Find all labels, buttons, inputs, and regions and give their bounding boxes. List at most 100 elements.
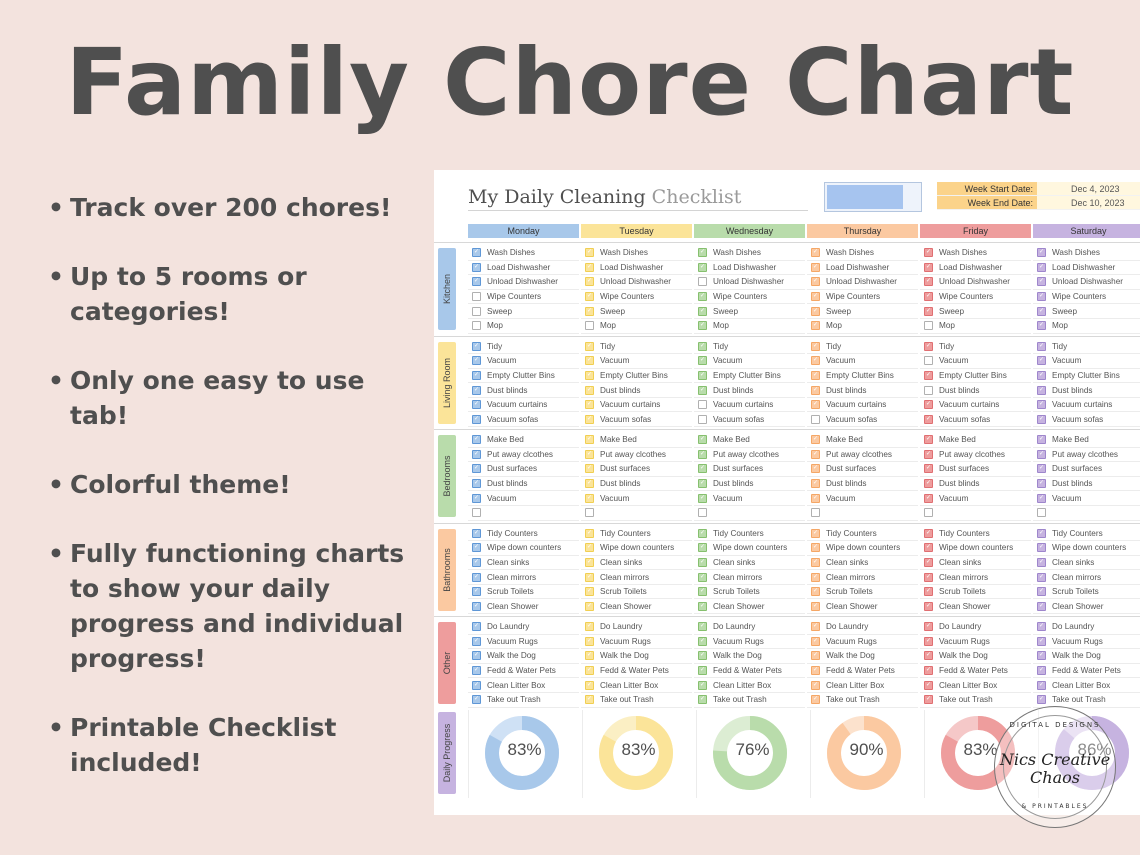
- chore-checkbox[interactable]: ✓: [811, 321, 820, 331]
- chore-checkbox[interactable]: [472, 321, 481, 331]
- chore-checkbox[interactable]: ✓: [585, 528, 594, 538]
- chore-checkbox[interactable]: ✓: [811, 370, 820, 380]
- chore-checkbox[interactable]: ✓: [811, 292, 820, 302]
- chore-checkbox[interactable]: ✓: [472, 695, 481, 705]
- chore-checkbox[interactable]: ✓: [585, 557, 594, 567]
- chore-checkbox[interactable]: ✓: [698, 587, 707, 597]
- chore-checkbox[interactable]: [698, 400, 707, 410]
- chore-checkbox[interactable]: ✓: [1037, 572, 1046, 582]
- chore-checkbox[interactable]: ✓: [924, 695, 933, 705]
- chore-checkbox[interactable]: [472, 306, 481, 316]
- chore-checkbox[interactable]: ✓: [472, 572, 481, 582]
- chore-checkbox[interactable]: ✓: [811, 622, 820, 632]
- chore-checkbox[interactable]: ✓: [1037, 493, 1046, 503]
- chore-checkbox[interactable]: [585, 508, 594, 518]
- chore-checkbox[interactable]: ✓: [924, 528, 933, 538]
- chore-checkbox[interactable]: [472, 508, 481, 518]
- chore-checkbox[interactable]: ✓: [1037, 385, 1046, 395]
- chore-checkbox[interactable]: ✓: [698, 557, 707, 567]
- chore-checkbox[interactable]: ✓: [1037, 528, 1046, 538]
- chore-checkbox[interactable]: ✓: [811, 587, 820, 597]
- chore-checkbox[interactable]: ✓: [585, 248, 594, 258]
- chore-checkbox[interactable]: ✓: [811, 306, 820, 316]
- chore-checkbox[interactable]: ✓: [924, 292, 933, 302]
- chore-checkbox[interactable]: ✓: [1037, 557, 1046, 567]
- chore-checkbox[interactable]: ✓: [585, 341, 594, 351]
- chore-checkbox[interactable]: ✓: [924, 572, 933, 582]
- chore-checkbox[interactable]: ✓: [698, 572, 707, 582]
- chore-checkbox[interactable]: ✓: [698, 479, 707, 489]
- chore-checkbox[interactable]: ✓: [924, 449, 933, 459]
- chore-checkbox[interactable]: ✓: [924, 341, 933, 351]
- chore-checkbox[interactable]: ✓: [811, 636, 820, 646]
- chore-checkbox[interactable]: ✓: [472, 493, 481, 503]
- chore-checkbox[interactable]: ✓: [472, 248, 481, 258]
- chore-checkbox[interactable]: ✓: [924, 400, 933, 410]
- chore-checkbox[interactable]: ✓: [698, 321, 707, 331]
- chore-checkbox[interactable]: ✓: [811, 695, 820, 705]
- chore-checkbox[interactable]: ✓: [585, 370, 594, 380]
- chore-checkbox[interactable]: ✓: [698, 601, 707, 611]
- chore-checkbox[interactable]: ✓: [472, 543, 481, 553]
- chore-checkbox[interactable]: ✓: [1037, 680, 1046, 690]
- chore-checkbox[interactable]: ✓: [1037, 341, 1046, 351]
- chore-checkbox[interactable]: ✓: [1037, 695, 1046, 705]
- chore-checkbox[interactable]: ✓: [1037, 277, 1046, 287]
- chore-checkbox[interactable]: ✓: [924, 587, 933, 597]
- chore-checkbox[interactable]: ✓: [811, 385, 820, 395]
- chore-checkbox[interactable]: ✓: [924, 370, 933, 380]
- chore-checkbox[interactable]: ✓: [585, 666, 594, 676]
- chore-checkbox[interactable]: ✓: [698, 680, 707, 690]
- chore-checkbox[interactable]: ✓: [1037, 651, 1046, 661]
- chore-checkbox[interactable]: ✓: [811, 277, 820, 287]
- chore-checkbox[interactable]: ✓: [472, 479, 481, 489]
- chore-checkbox[interactable]: [924, 356, 933, 366]
- chore-checkbox[interactable]: ✓: [698, 651, 707, 661]
- chore-checkbox[interactable]: ✓: [472, 449, 481, 459]
- chore-checkbox[interactable]: ✓: [811, 435, 820, 445]
- chore-checkbox[interactable]: ✓: [585, 306, 594, 316]
- chore-checkbox[interactable]: ✓: [1037, 306, 1046, 316]
- chore-checkbox[interactable]: [698, 508, 707, 518]
- chore-checkbox[interactable]: ✓: [924, 414, 933, 424]
- chore-checkbox[interactable]: ✓: [811, 262, 820, 272]
- chore-checkbox[interactable]: ✓: [811, 651, 820, 661]
- chore-checkbox[interactable]: ✓: [924, 601, 933, 611]
- chore-checkbox[interactable]: ✓: [811, 666, 820, 676]
- chore-checkbox[interactable]: ✓: [585, 449, 594, 459]
- chore-checkbox[interactable]: ✓: [472, 414, 481, 424]
- chore-checkbox[interactable]: ✓: [585, 601, 594, 611]
- chore-checkbox[interactable]: ✓: [1037, 321, 1046, 331]
- chore-checkbox[interactable]: ✓: [924, 248, 933, 258]
- chore-checkbox[interactable]: ✓: [472, 385, 481, 395]
- chore-checkbox[interactable]: [924, 321, 933, 331]
- chore-checkbox[interactable]: ✓: [1037, 435, 1046, 445]
- chore-checkbox[interactable]: ✓: [698, 262, 707, 272]
- chore-checkbox[interactable]: ✓: [1037, 587, 1046, 597]
- chore-checkbox[interactable]: ✓: [585, 587, 594, 597]
- chore-checkbox[interactable]: ✓: [585, 636, 594, 646]
- chore-checkbox[interactable]: [472, 292, 481, 302]
- chore-checkbox[interactable]: ✓: [472, 528, 481, 538]
- chore-checkbox[interactable]: ✓: [1037, 543, 1046, 553]
- chore-checkbox[interactable]: ✓: [924, 277, 933, 287]
- chore-checkbox[interactable]: ✓: [1037, 262, 1046, 272]
- chore-checkbox[interactable]: ✓: [1037, 449, 1046, 459]
- chore-checkbox[interactable]: ✓: [698, 370, 707, 380]
- chore-checkbox[interactable]: ✓: [698, 292, 707, 302]
- chore-checkbox[interactable]: ✓: [585, 414, 594, 424]
- chore-checkbox[interactable]: ✓: [811, 601, 820, 611]
- chore-checkbox[interactable]: ✓: [585, 400, 594, 410]
- chore-checkbox[interactable]: ✓: [698, 356, 707, 366]
- chore-checkbox[interactable]: ✓: [698, 248, 707, 258]
- chore-checkbox[interactable]: ✓: [924, 680, 933, 690]
- chore-checkbox[interactable]: ✓: [585, 680, 594, 690]
- chore-checkbox[interactable]: ✓: [924, 622, 933, 632]
- chore-checkbox[interactable]: [1037, 508, 1046, 518]
- chore-checkbox[interactable]: ✓: [585, 262, 594, 272]
- chore-checkbox[interactable]: ✓: [585, 493, 594, 503]
- chore-checkbox[interactable]: ✓: [924, 493, 933, 503]
- chore-checkbox[interactable]: ✓: [1037, 400, 1046, 410]
- chore-checkbox[interactable]: ✓: [924, 557, 933, 567]
- chore-checkbox[interactable]: ✓: [698, 528, 707, 538]
